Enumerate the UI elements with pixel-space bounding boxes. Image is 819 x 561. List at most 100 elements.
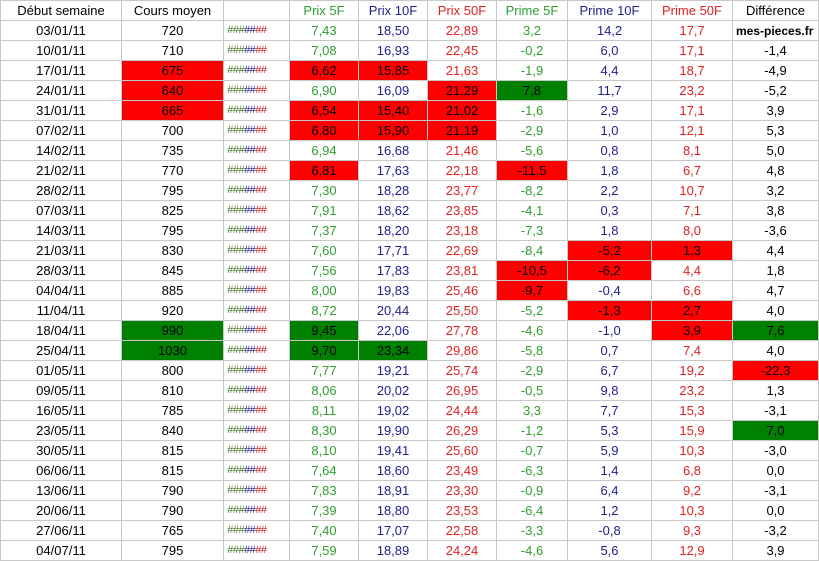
cell-pr10[interactable]: -0,4 [567,280,652,301]
cell-pr50[interactable]: 23,2 [651,80,733,101]
cell-hash[interactable]: ####### [223,400,290,421]
cell-cours[interactable]: 765 [121,520,224,541]
cell-pr5[interactable]: -5,6 [496,140,568,161]
cell-diff[interactable]: 4,0 [732,300,819,321]
cell-date[interactable]: 14/02/11 [0,140,122,161]
cell-pr10[interactable]: -6,2 [567,260,652,281]
cell-p10[interactable]: 22,06 [358,320,428,341]
cell-p5[interactable]: 8,30 [289,420,359,441]
cell-date[interactable]: 16/05/11 [0,400,122,421]
cell-pr5[interactable]: -0,2 [496,40,568,61]
cell-cours[interactable]: 710 [121,40,224,61]
cell-cours[interactable]: 1030 [121,340,224,361]
cell-cours[interactable]: 700 [121,120,224,141]
cell-cours[interactable]: 675 [121,60,224,81]
cell-diff[interactable]: 0,0 [732,460,819,481]
cell-p10[interactable]: 19,21 [358,360,428,381]
cell-p50[interactable]: 26,95 [427,380,497,401]
cell-p50[interactable]: 29,86 [427,340,497,361]
cell-p50[interactable]: 22,45 [427,40,497,61]
cell-pr50[interactable]: 17,1 [651,40,733,61]
cell-date[interactable]: 10/01/11 [0,40,122,61]
cell-p10[interactable]: 15,40 [358,100,428,121]
cell-p10[interactable]: 18,89 [358,540,428,561]
cell-date[interactable]: 28/02/11 [0,180,122,201]
cell-hash[interactable]: ####### [223,360,290,381]
cell-p10[interactable]: 16,09 [358,80,428,101]
cell-date[interactable]: 30/05/11 [0,440,122,461]
cell-p5[interactable]: 6,94 [289,140,359,161]
cell-cours[interactable]: 825 [121,200,224,221]
cell-pr50[interactable]: 6,8 [651,460,733,481]
cell-pr50[interactable]: 4,4 [651,260,733,281]
cell-hash[interactable]: ####### [223,380,290,401]
cell-p5[interactable]: 7,77 [289,360,359,381]
cell-date[interactable]: 04/07/11 [0,540,122,561]
cell-p5[interactable]: 9,45 [289,320,359,341]
cell-p50[interactable]: 22,58 [427,520,497,541]
cell-cours[interactable]: 810 [121,380,224,401]
cell-pr10[interactable]: 5,3 [567,420,652,441]
cell-p50[interactable]: 22,18 [427,160,497,181]
cell-diff[interactable]: 3,2 [732,180,819,201]
cell-hash[interactable]: ####### [223,260,290,281]
cell-diff[interactable]: 4,8 [732,160,819,181]
cell-pr5[interactable]: -1,6 [496,100,568,121]
cell-diff[interactable]: 4,7 [732,280,819,301]
cell-date[interactable]: 04/04/11 [0,280,122,301]
cell-p5[interactable]: 7,37 [289,220,359,241]
cell-pr10[interactable]: 0,8 [567,140,652,161]
cell-cours[interactable]: 770 [121,160,224,181]
cell-date[interactable]: 21/03/11 [0,240,122,261]
cell-date[interactable]: 14/03/11 [0,220,122,241]
header-prix-50f[interactable]: Prix 50F [427,0,497,21]
cell-hash[interactable]: ####### [223,280,290,301]
cell-cours[interactable]: 790 [121,500,224,521]
cell-p50[interactable]: 23,53 [427,500,497,521]
cell-cours[interactable]: 815 [121,460,224,481]
cell-cours[interactable]: 795 [121,180,224,201]
cell-p50[interactable]: 23,77 [427,180,497,201]
cell-pr50[interactable]: 8,0 [651,220,733,241]
cell-diff[interactable]: -1,4 [732,40,819,61]
cell-pr5[interactable]: -5,2 [496,300,568,321]
cell-pr10[interactable]: 1,8 [567,160,652,181]
cell-p5[interactable]: 6,81 [289,160,359,181]
cell-date[interactable]: 18/04/11 [0,320,122,341]
cell-cours[interactable]: 885 [121,280,224,301]
cell-pr50[interactable]: 10,3 [651,440,733,461]
cell-pr10[interactable]: 1,2 [567,500,652,521]
cell-pr10[interactable]: 2,9 [567,100,652,121]
cell-p10[interactable]: 20,02 [358,380,428,401]
cell-diff[interactable]: -3,6 [732,220,819,241]
cell-p5[interactable]: 7,40 [289,520,359,541]
cell-pr10[interactable]: 14,2 [567,20,652,41]
cell-p5[interactable]: 6,62 [289,60,359,81]
cell-p50[interactable]: 23,85 [427,200,497,221]
cell-p10[interactable]: 17,71 [358,240,428,261]
cell-p50[interactable]: 21,02 [427,100,497,121]
cell-pr5[interactable]: -8,4 [496,240,568,261]
cell-diff[interactable]: -3,1 [732,400,819,421]
cell-p5[interactable]: 7,91 [289,200,359,221]
cell-cours[interactable]: 790 [121,480,224,501]
cell-pr10[interactable]: 7,7 [567,400,652,421]
cell-pr5[interactable]: 3,2 [496,20,568,41]
cell-p10[interactable]: 17,07 [358,520,428,541]
cell-pr50[interactable]: 12,9 [651,540,733,561]
cell-diff[interactable]: 0,0 [732,500,819,521]
cell-p10[interactable]: 18,91 [358,480,428,501]
cell-diff[interactable]: mes-pieces.fr [732,20,819,41]
cell-p10[interactable]: 16,68 [358,140,428,161]
header-cours[interactable]: Cours moyen [121,0,224,21]
cell-p50[interactable]: 22,89 [427,20,497,41]
cell-p50[interactable]: 21,46 [427,140,497,161]
cell-p5[interactable]: 8,72 [289,300,359,321]
cell-pr10[interactable]: 2,2 [567,180,652,201]
cell-pr10[interactable]: -0,8 [567,520,652,541]
cell-hash[interactable]: ####### [223,180,290,201]
cell-pr5[interactable]: -5,8 [496,340,568,361]
cell-date[interactable]: 24/01/11 [0,80,122,101]
cell-p5[interactable]: 7,56 [289,260,359,281]
cell-diff[interactable]: -5,2 [732,80,819,101]
